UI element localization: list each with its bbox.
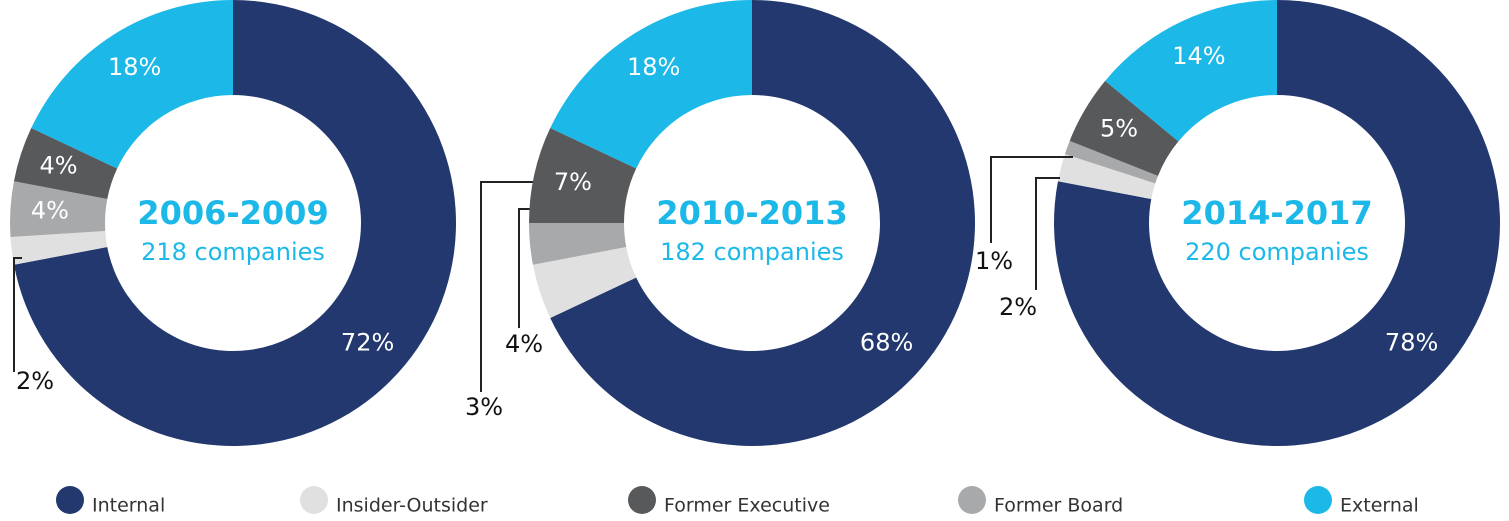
slice xyxy=(13,0,456,447)
slice xyxy=(550,0,752,169)
slice xyxy=(31,0,233,169)
slice xyxy=(10,181,108,238)
center-subtitle: 220 companies xyxy=(1185,238,1369,266)
center-title: 2010-2013 xyxy=(656,194,847,232)
slice xyxy=(1069,80,1179,176)
legend-label: External xyxy=(1340,495,1419,517)
slice xyxy=(532,246,637,318)
leader-line xyxy=(480,181,533,392)
value-label: 4% xyxy=(39,151,77,179)
leader-line xyxy=(990,156,1073,243)
slice xyxy=(529,223,627,265)
value-label: 3% xyxy=(465,393,503,421)
slice xyxy=(10,231,108,265)
legend-swatch xyxy=(300,486,328,514)
value-label: 4% xyxy=(505,330,543,358)
legend-swatch xyxy=(628,486,656,514)
slice xyxy=(1054,0,1500,446)
center-subtitle: 218 companies xyxy=(141,238,325,266)
center-subtitle: 182 companies xyxy=(660,238,844,266)
value-label: 18% xyxy=(108,53,161,81)
legend-swatch xyxy=(56,486,84,514)
center-title: 2014-2017 xyxy=(1181,194,1372,232)
center-title: 2006-2009 xyxy=(137,194,328,232)
slice xyxy=(1057,154,1156,200)
legend-swatch xyxy=(1304,486,1332,514)
legend-label: Insider-Outsider xyxy=(336,495,488,517)
value-label: 5% xyxy=(1100,115,1138,143)
value-label: 4% xyxy=(31,196,69,224)
value-label: 7% xyxy=(554,168,592,196)
slice xyxy=(529,128,637,223)
value-label: 18% xyxy=(627,53,680,81)
legend-swatch xyxy=(958,486,986,514)
value-label: 78% xyxy=(1385,328,1438,356)
leader-line xyxy=(1035,177,1060,290)
legend-label: Internal xyxy=(92,495,165,517)
value-label: 2% xyxy=(999,293,1037,321)
slice xyxy=(1064,140,1158,184)
value-label: 1% xyxy=(975,247,1013,275)
value-label: 14% xyxy=(1172,42,1225,70)
slice xyxy=(1105,0,1277,142)
slice xyxy=(550,0,975,446)
slice xyxy=(13,128,118,200)
leader-line xyxy=(13,257,22,372)
value-label: 68% xyxy=(860,328,913,356)
legend-label: Former Board xyxy=(994,495,1123,517)
legend-label: Former Executive xyxy=(664,495,830,517)
value-label: 72% xyxy=(341,328,394,356)
value-label: 2% xyxy=(16,367,54,395)
